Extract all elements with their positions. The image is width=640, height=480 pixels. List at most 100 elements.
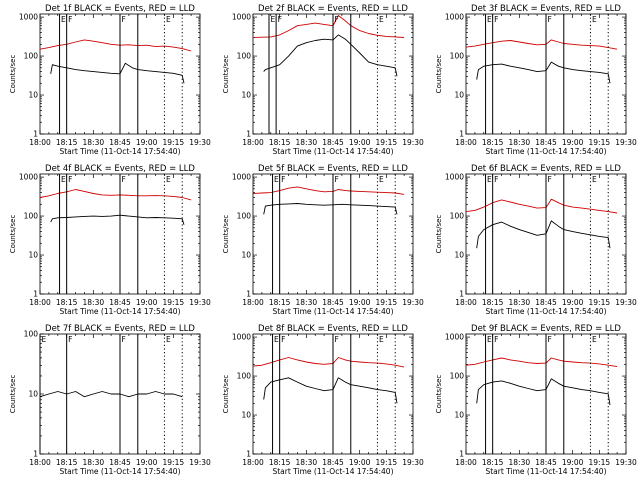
x-tick-label: 18:45 — [535, 458, 557, 467]
x-tick-label: 18:15 — [269, 458, 291, 467]
x-tick-label: 19:30 — [402, 298, 424, 307]
y-tick-label: 10 — [28, 390, 38, 399]
panel-det-5: Det 5f BLACK = Events, RED = LLD 1 10 100 10… — [222, 164, 424, 316]
panel-det-3: Det 3f BLACK = Events, RED = LLD 1 10 100 10… — [435, 4, 637, 156]
x-tick-label: 18:15 — [482, 138, 504, 147]
y-tick-label: 1 — [33, 130, 38, 139]
y-tick-label: 1 — [246, 450, 251, 459]
y-axis-label: Counts/sec — [435, 375, 443, 414]
lld-series-line — [252, 15, 405, 38]
x-tick-label: 19:00 — [136, 298, 158, 307]
lld-series-line — [39, 39, 192, 52]
y-tick-label: 1 — [459, 290, 464, 299]
x-axis-label: Start Time (11-Oct-14 17:54:40) — [59, 307, 180, 316]
x-tick-label: 19:00 — [562, 298, 584, 307]
x-tick-label: 18:30 — [83, 138, 105, 147]
y-axis-label: Counts/sec — [9, 215, 17, 254]
y-tick-label: 10 — [241, 91, 251, 100]
x-tick-label: 19:15 — [163, 138, 185, 147]
y-tick-label: 1000 — [232, 13, 251, 22]
lld-series-line — [465, 39, 618, 50]
panel-det-7: Det 7f BLACK = Events, RED = LLD 1 10 100 18… — [9, 324, 211, 476]
chart-title: Det 2f BLACK = Events, RED = LLD — [258, 4, 408, 14]
y-axis-label: Counts/sec — [222, 215, 230, 254]
y-tick-label: 10 — [28, 91, 38, 100]
x-axis-label: Start Time (11-Oct-14 17:54:40) — [485, 467, 606, 476]
x-tick-label: 18:45 — [322, 298, 344, 307]
y-tick-label: 10 — [28, 251, 38, 260]
x-axis-label: Start Time (11-Oct-14 17:54:40) — [272, 147, 393, 156]
x-tick-label: 18:30 — [509, 458, 531, 467]
time-marker-label: E — [487, 15, 492, 24]
time-marker-label: F — [68, 15, 72, 24]
events-series-line — [39, 391, 183, 398]
y-tick-label: 1000 — [445, 13, 464, 22]
time-marker-label: F — [335, 335, 339, 344]
y-axis-label: Counts/sec — [222, 55, 230, 94]
time-marker-label: F — [548, 175, 552, 184]
x-tick-label: 18:45 — [109, 298, 131, 307]
time-marker-label: F — [281, 175, 285, 184]
y-tick-label: 10 — [241, 251, 251, 260]
events-series-line — [50, 214, 185, 225]
y-tick-label: 1000 — [19, 13, 38, 22]
lld-series-line — [39, 189, 192, 201]
y-tick-label: 100 — [237, 372, 252, 381]
time-marker-label: E — [61, 15, 66, 24]
x-tick-label: 19:30 — [615, 298, 637, 307]
time-marker-label: E — [271, 15, 276, 24]
x-tick-label: 19:30 — [615, 138, 637, 147]
panel-det-8: Det 8f BLACK = Events, RED = LLD 1 10 100 10… — [222, 324, 424, 476]
x-tick-label: 19:15 — [589, 458, 611, 467]
time-marker-label: F — [278, 15, 282, 24]
time-marker-label: E — [592, 335, 597, 344]
x-tick-label: 18:30 — [83, 298, 105, 307]
x-tick-label: 18:00 — [455, 298, 477, 307]
x-tick-label: 19:00 — [349, 458, 371, 467]
x-tick-label: 18:45 — [109, 458, 131, 467]
y-tick-label: 1 — [246, 130, 251, 139]
events-series-line — [263, 34, 398, 77]
y-tick-label: 1 — [459, 450, 464, 459]
time-marker-label: E — [274, 175, 279, 184]
x-tick-label: 19:30 — [615, 458, 637, 467]
x-tick-label: 18:00 — [242, 298, 264, 307]
events-series-line — [263, 203, 398, 215]
x-tick-label: 19:15 — [589, 298, 611, 307]
time-marker-label: E — [166, 15, 171, 24]
x-axis-label: Start Time (11-Oct-14 17:54:40) — [59, 147, 180, 156]
time-marker-label: E — [166, 335, 171, 344]
panel-det-1: Det 1f BLACK = Events, RED = LLD 1 10 100 10… — [9, 4, 211, 156]
chart-title: Det 4f BLACK = Events, RED = LLD — [45, 164, 195, 174]
chart-title: Det 7f BLACK = Events, RED = LLD — [45, 324, 195, 334]
x-tick-label: 18:45 — [322, 458, 344, 467]
events-series-line — [50, 62, 185, 84]
x-tick-label: 18:15 — [56, 298, 78, 307]
time-marker-label: E — [166, 175, 171, 184]
time-marker-label: E — [487, 175, 492, 184]
panel-det-4: Det 4f BLACK = Events, RED = LLD 1 10 100 10… — [9, 164, 211, 316]
y-tick-label: 1 — [459, 130, 464, 139]
time-marker-label: F — [281, 335, 285, 344]
panel-det-6: Det 6f BLACK = Events, RED = LLD 1 10 100 10… — [435, 164, 637, 316]
x-tick-label: 18:45 — [109, 138, 131, 147]
x-tick-label: 19:15 — [163, 298, 185, 307]
time-marker-label: F — [122, 15, 126, 24]
y-tick-label: 10 — [454, 411, 464, 420]
y-tick-label: 100 — [24, 52, 39, 61]
x-tick-label: 18:00 — [455, 458, 477, 467]
x-tick-label: 19:30 — [402, 458, 424, 467]
y-tick-label: 100 — [24, 212, 39, 221]
x-axis-label: Start Time (11-Oct-14 17:54:40) — [485, 147, 606, 156]
x-tick-label: 18:15 — [482, 458, 504, 467]
time-marker-label: F — [548, 15, 552, 24]
x-axis-label: Start Time (11-Oct-14 17:54:40) — [59, 467, 180, 476]
x-tick-label: 19:30 — [189, 298, 211, 307]
y-tick-label: 10 — [454, 91, 464, 100]
chart-title: Det 1f BLACK = Events, RED = LLD — [45, 4, 195, 14]
y-tick-label: 100 — [450, 52, 465, 61]
time-marker-label: E — [379, 335, 384, 344]
time-marker-label: E — [487, 335, 492, 344]
y-tick-label: 1000 — [445, 333, 464, 342]
